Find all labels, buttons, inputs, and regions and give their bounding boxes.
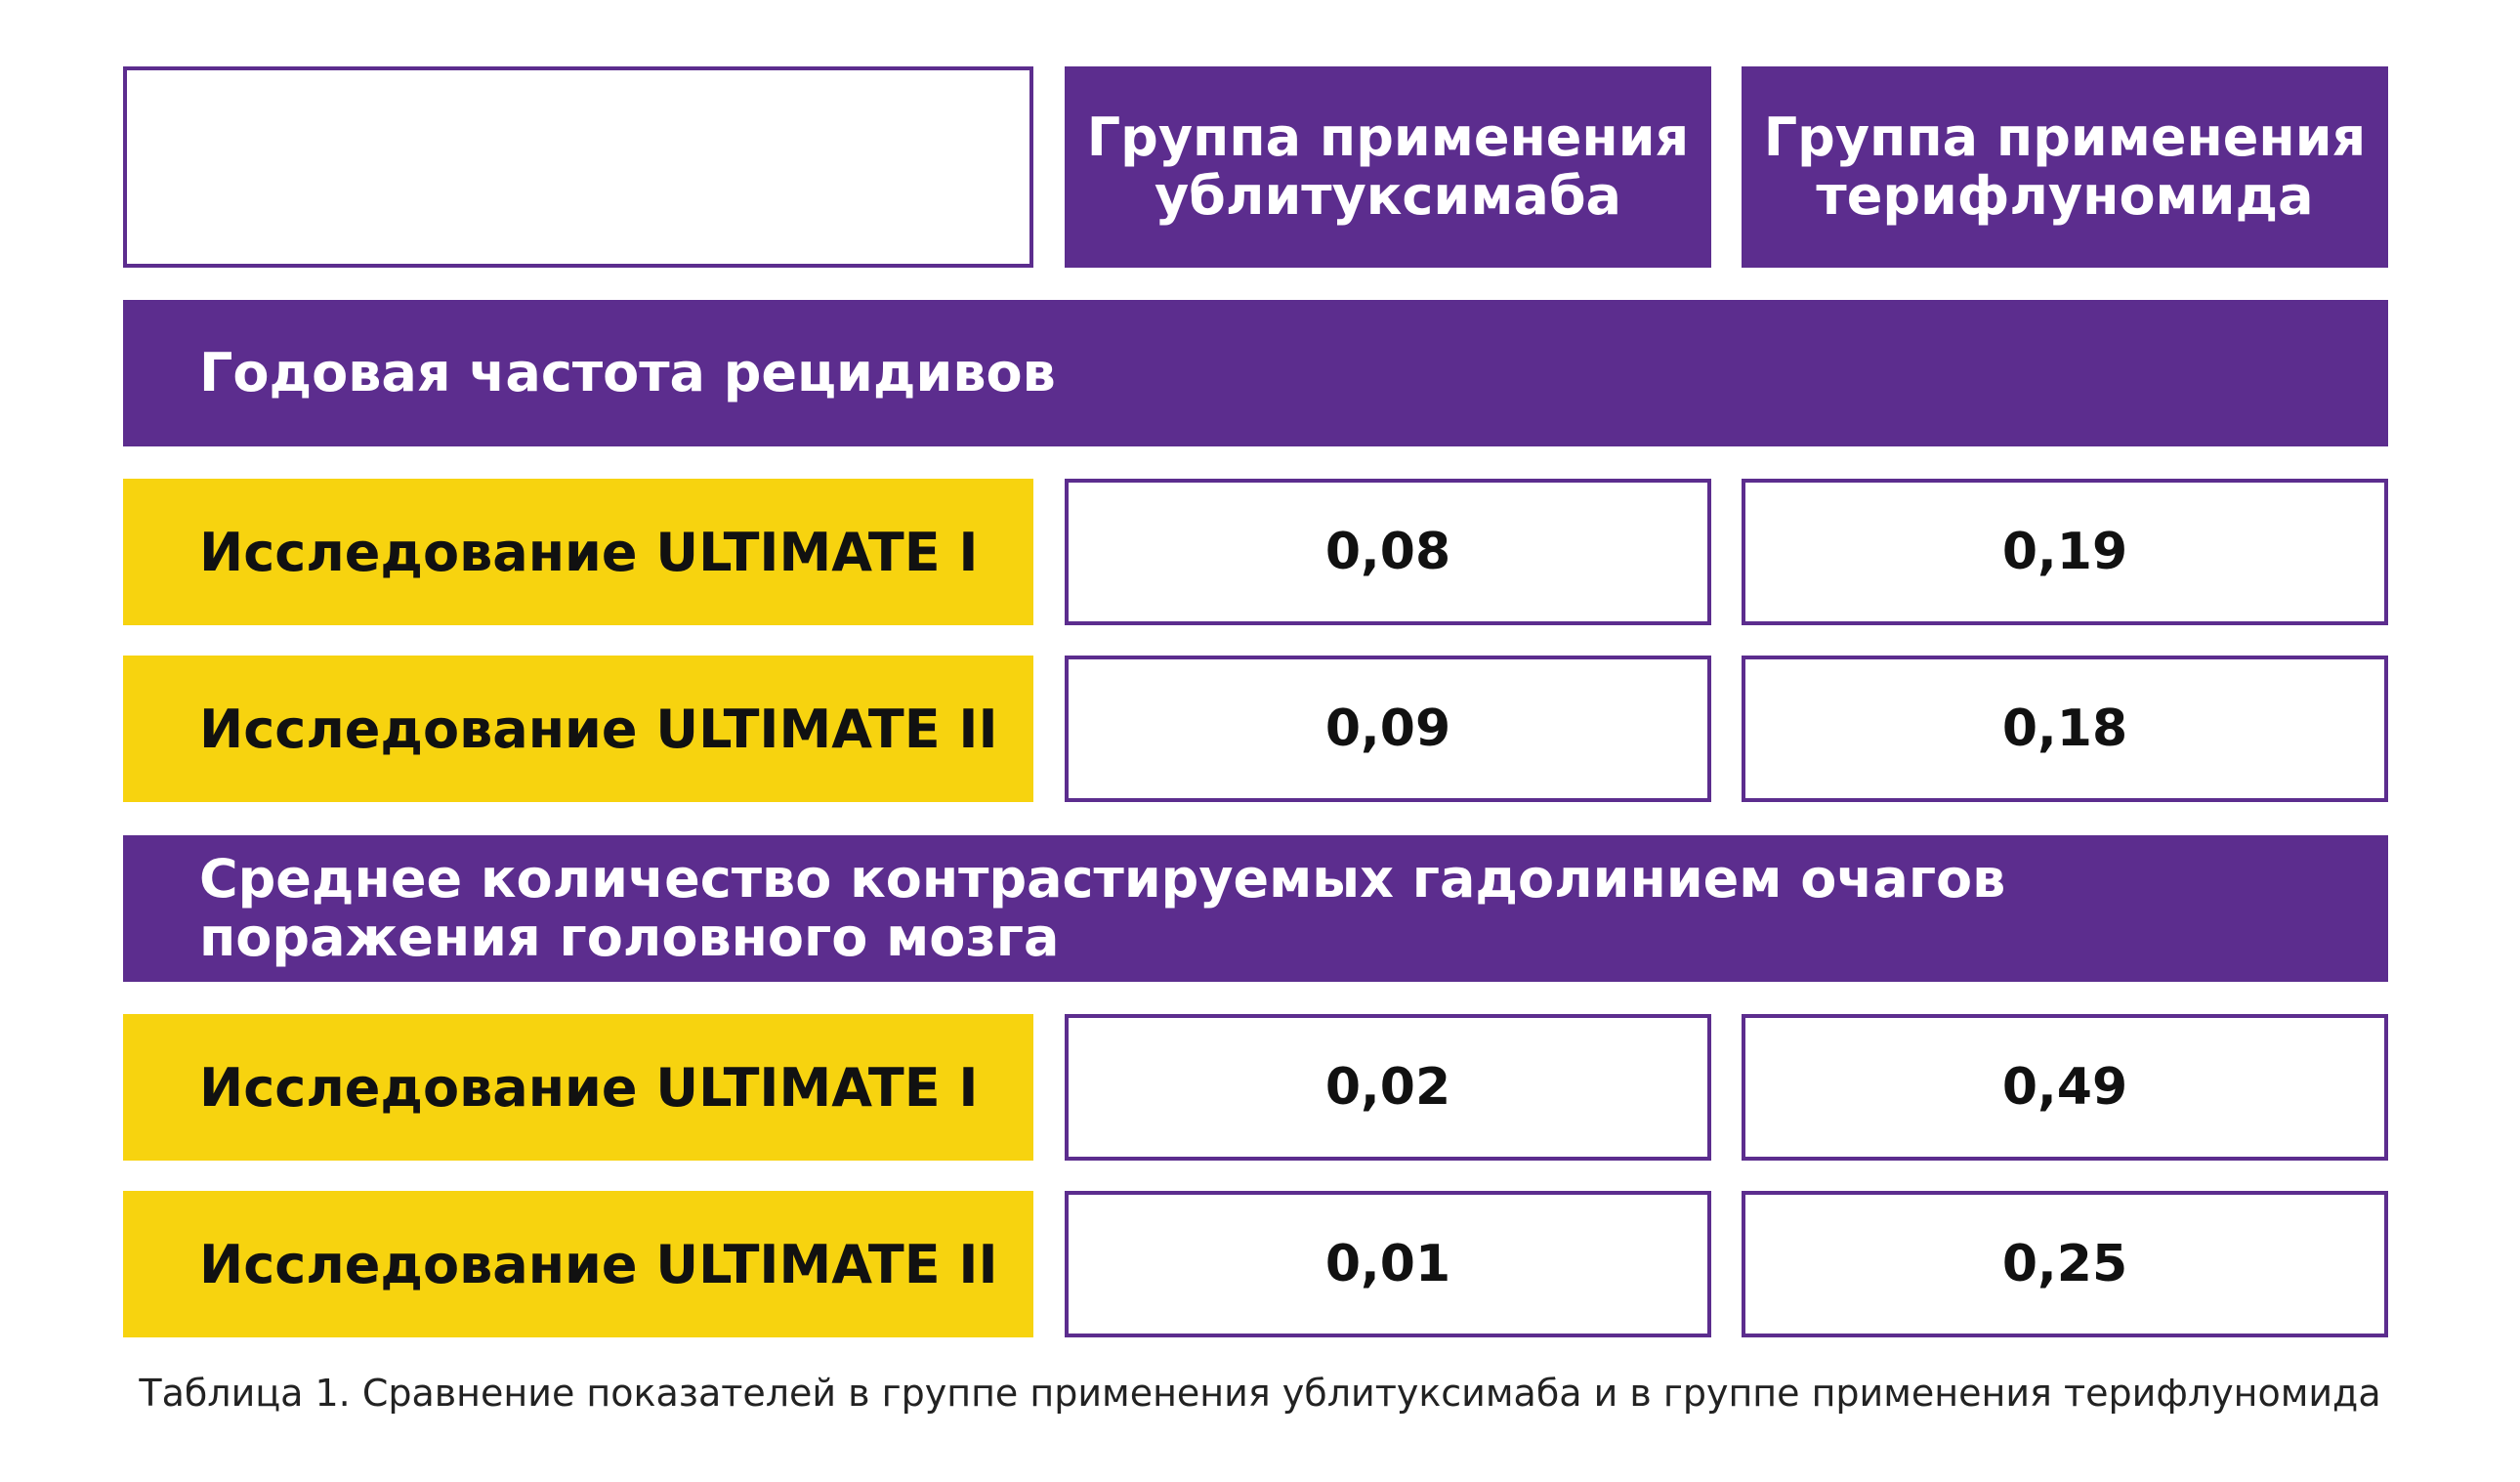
section-title: Среднее количество контрастируемых гадол… [199, 848, 2006, 968]
table-cell-value: 0,01 [1065, 1191, 1711, 1337]
value-text: 0,25 [2001, 1235, 2128, 1293]
row-label: Исследование ULTIMATE II [123, 656, 1033, 802]
table-cell-value: 0,19 [1742, 479, 2388, 625]
value-text: 0,19 [2001, 523, 2128, 581]
value-text: 0,49 [2001, 1058, 2128, 1117]
value-text: 0,08 [1324, 523, 1451, 581]
column-header-label: Группа применения ублитуксимаба [1086, 106, 1690, 227]
row-label-text: Исследование ULTIMATE II [199, 698, 998, 760]
table-cell-value: 0,49 [1742, 1014, 2388, 1161]
column-header-label: Группа применения терифлуномида [1763, 106, 2367, 227]
column-header-teriflunomide: Группа применения терифлуномида [1742, 66, 2388, 268]
row-label: Исследование ULTIMATE II [123, 1191, 1033, 1337]
table-caption: Таблица 1. Сравнение показателей в групп… [139, 1372, 2381, 1415]
table-cell-value: 0,08 [1065, 479, 1711, 625]
value-text: 0,02 [1324, 1058, 1451, 1117]
row-label-text: Исследование ULTIMATE I [199, 1056, 979, 1119]
value-text: 0,01 [1324, 1235, 1451, 1293]
section-header-relapse-rate: Годовая частота рецидивов [123, 300, 2388, 446]
value-text: 0,09 [1324, 699, 1451, 758]
table-cell-value: 0,25 [1742, 1191, 2388, 1337]
column-header-ublituximab: Группа применения ублитуксимаба [1065, 66, 1711, 268]
row-label-text: Исследование ULTIMATE I [199, 521, 979, 583]
table-corner-cell [123, 66, 1033, 268]
row-label-text: Исследование ULTIMATE II [199, 1233, 998, 1295]
table-cell-value: 0,18 [1742, 656, 2388, 802]
row-label: Исследование ULTIMATE I [123, 479, 1033, 625]
section-title: Годовая частота рецидивов [199, 342, 1056, 403]
value-text: 0,18 [2001, 699, 2128, 758]
table-cell-value: 0,09 [1065, 656, 1711, 802]
section-header-gadolinium-lesions: Среднее количество контрастируемых гадол… [123, 835, 2388, 982]
row-label: Исследование ULTIMATE I [123, 1014, 1033, 1161]
table-cell-value: 0,02 [1065, 1014, 1711, 1161]
